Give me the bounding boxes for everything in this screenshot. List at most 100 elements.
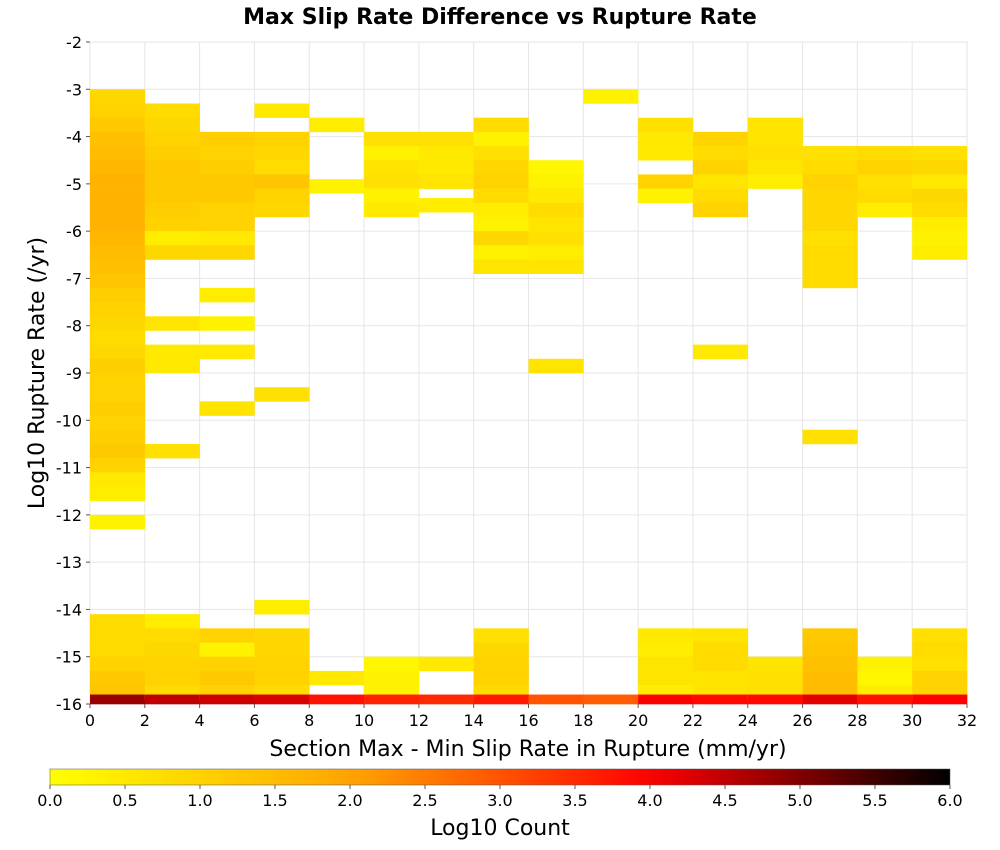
heatmap-cell xyxy=(199,670,255,686)
heatmap-cell xyxy=(144,103,200,118)
heatmap-cell xyxy=(747,160,803,175)
heatmap-cell xyxy=(90,373,146,388)
x-tick-label: 32 xyxy=(957,711,977,730)
colorbar-tick-label: 5.5 xyxy=(862,791,887,810)
heatmap-cell xyxy=(364,146,420,161)
heatmap-cell xyxy=(802,146,858,161)
heatmap-cell xyxy=(90,302,146,317)
heatmap-cell xyxy=(912,231,968,246)
heatmap-cell xyxy=(747,694,803,705)
y-tick-label: -6 xyxy=(66,222,82,241)
colorbar-ticks: 0.0 0.5 1.0 1.5 2.0 2.5 3.0 3.5 4.0 4.5 5.0 5.5 6.0 xyxy=(37,785,963,810)
heatmap-cell xyxy=(802,202,858,218)
heatmap-cell xyxy=(528,160,584,175)
heatmap-cell xyxy=(90,401,146,416)
heatmap-cell xyxy=(912,188,968,204)
heatmap-cell xyxy=(144,245,200,260)
heatmap-cell xyxy=(912,656,968,672)
heatmap-cell xyxy=(364,202,420,218)
x-tick-label: 26 xyxy=(792,711,812,730)
x-tick-label: 16 xyxy=(518,711,538,730)
x-tick-label: 28 xyxy=(847,711,867,730)
x-tick-label: 22 xyxy=(683,711,703,730)
heatmap-cell xyxy=(802,160,858,175)
heatmap-cell xyxy=(802,642,858,658)
heatmap-cell xyxy=(90,287,146,303)
heatmap-cell xyxy=(144,231,200,246)
colorbar-tick-label: 5.0 xyxy=(787,791,812,810)
heatmap-cell xyxy=(90,694,146,705)
colorbar-tick-label: 6.0 xyxy=(937,791,962,810)
heatmap-cell xyxy=(144,316,200,331)
heatmap-cell xyxy=(199,401,255,416)
heatmap-cell xyxy=(90,344,146,360)
heatmap-cell xyxy=(90,103,146,118)
heatmap-cell xyxy=(802,245,858,260)
heatmap-cell xyxy=(144,146,200,161)
y-tick-label: -5 xyxy=(66,175,82,194)
heatmap-cell xyxy=(90,202,146,218)
heatmap-cell xyxy=(857,202,913,218)
heatmap-cell xyxy=(802,429,858,445)
y-tick-label: -4 xyxy=(66,128,82,147)
heatmap-cell xyxy=(912,216,968,232)
y-tick-label: -12 xyxy=(56,506,82,525)
heatmap-cell xyxy=(473,188,529,204)
heatmap-cell xyxy=(802,670,858,686)
colorbar-tick-label: 4.0 xyxy=(637,791,662,810)
heatmap-cell xyxy=(144,694,200,705)
heatmap-cell xyxy=(199,160,255,175)
heatmap-cell xyxy=(802,174,858,189)
heatmap-cell xyxy=(473,202,529,218)
heatmap-cell xyxy=(199,231,255,246)
heatmap-cell xyxy=(857,188,913,204)
heatmap-cell xyxy=(199,245,255,260)
heatmap-cell xyxy=(692,694,749,705)
colorbar-tick-label: 1.0 xyxy=(187,791,212,810)
heatmap-cell xyxy=(418,174,474,189)
heatmap-cell xyxy=(144,202,200,218)
heatmap-cell xyxy=(90,670,146,686)
heatmap-cell xyxy=(90,146,146,161)
heatmap-cell xyxy=(473,146,529,161)
heatmap-cell xyxy=(638,642,694,658)
heatmap-cell xyxy=(857,694,913,705)
heatmap-cell xyxy=(692,670,749,686)
heatmap-cell xyxy=(692,160,749,175)
heatmap-cell xyxy=(254,174,310,189)
heatmap-cell xyxy=(199,642,255,658)
heatmap-cell xyxy=(254,656,310,672)
heatmap-cell xyxy=(473,131,529,147)
heatmap-cell xyxy=(254,628,310,643)
heatmap-cell xyxy=(528,245,584,260)
heatmap-cell xyxy=(528,216,584,232)
heatmap-cell xyxy=(364,656,420,672)
heatmap-cell xyxy=(473,259,529,274)
x-tick-label: 4 xyxy=(195,711,205,730)
heatmap-cell xyxy=(144,117,200,133)
heatmap-cell xyxy=(692,146,749,161)
heatmap-cell xyxy=(254,146,310,161)
heatmap-cell xyxy=(90,259,146,274)
heatmap-cell xyxy=(473,160,529,175)
heatmap-cell xyxy=(199,287,255,303)
heatmap-cell xyxy=(199,656,255,672)
heatmap-cell xyxy=(199,146,255,161)
heatmap-cell xyxy=(144,131,200,147)
heatmap-cell xyxy=(802,259,858,274)
colorbar-tick-label: 0.0 xyxy=(37,791,62,810)
heatmap-cell xyxy=(747,117,803,133)
heatmap-cell xyxy=(90,245,146,260)
heatmap-cell xyxy=(747,174,803,189)
heatmap-cell xyxy=(692,202,749,218)
heatmap-cell xyxy=(144,628,200,643)
heatmap-cell xyxy=(199,216,255,232)
axes: 0 2 4 6 8 10 12 14 16 18 20 22 24 26 28 30 32-2-3-4-5-6-… xyxy=(56,33,977,730)
heatmap-cell xyxy=(309,670,365,686)
heatmap-cell xyxy=(528,694,584,705)
heatmap-cell xyxy=(254,599,310,615)
heatmap-cell xyxy=(692,628,749,643)
heatmap-cell xyxy=(144,443,200,459)
heatmap-cell xyxy=(638,174,694,189)
heatmap-cell xyxy=(90,486,146,501)
